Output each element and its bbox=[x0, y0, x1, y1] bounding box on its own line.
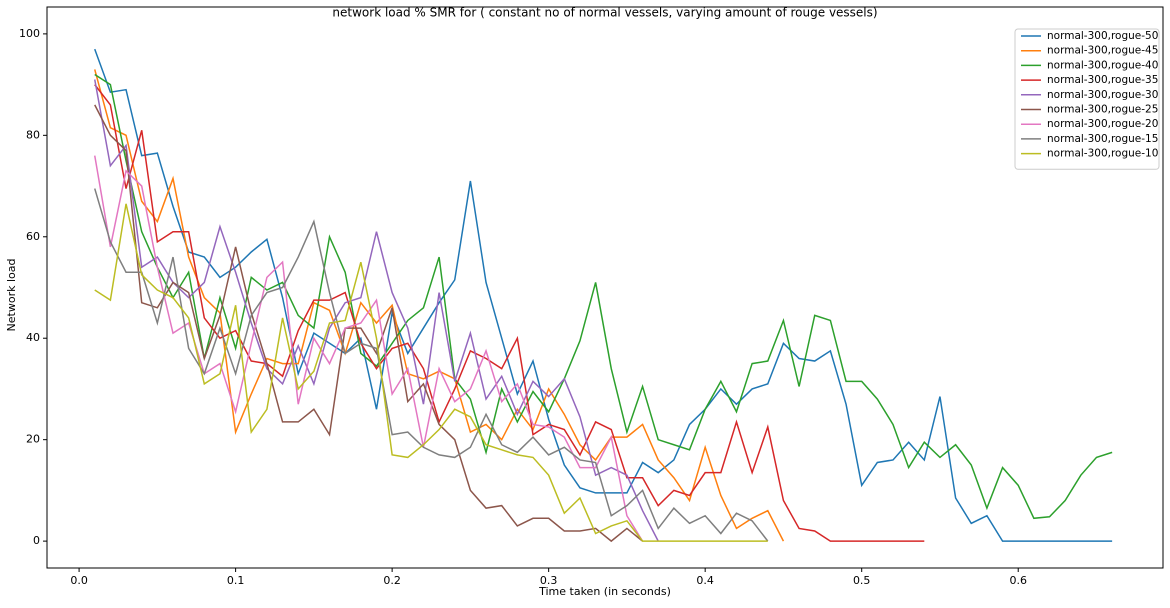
legend-label: normal-300,rogue-50 bbox=[1047, 30, 1158, 42]
series-line bbox=[94, 104, 644, 543]
x-tick-label: 0.0 bbox=[70, 574, 88, 587]
x-tick-label: 0.3 bbox=[540, 574, 558, 587]
plot-frame bbox=[46, 6, 1164, 569]
x-tick-label: 0.5 bbox=[853, 574, 871, 587]
legend-label: normal-300,rogue-40 bbox=[1047, 59, 1158, 71]
x-axis-label: Time taken (in seconds) bbox=[538, 585, 671, 598]
legend-label: normal-300,rogue-45 bbox=[1047, 45, 1158, 57]
series-line bbox=[94, 79, 659, 542]
y-tick-label: 80 bbox=[26, 128, 40, 141]
y-tick-label: 20 bbox=[26, 433, 40, 446]
x-tick-label: 0.1 bbox=[227, 574, 245, 587]
legend-label: normal-300,rogue-15 bbox=[1047, 133, 1158, 145]
series-line bbox=[94, 203, 768, 542]
y-tick-label: 100 bbox=[19, 27, 40, 40]
series-line bbox=[94, 84, 925, 542]
legend-box bbox=[1014, 28, 1160, 170]
y-axis-label: Network load bbox=[5, 259, 18, 332]
legend-label: normal-300,rogue-20 bbox=[1047, 118, 1158, 130]
legend-label: normal-300,rogue-30 bbox=[1047, 89, 1158, 101]
x-tick-label: 0.4 bbox=[696, 574, 714, 587]
legend-label: normal-300,rogue-25 bbox=[1047, 104, 1158, 116]
series-line bbox=[94, 48, 1113, 542]
y-tick-label: 0 bbox=[33, 534, 40, 547]
y-tick-label: 60 bbox=[26, 230, 40, 243]
legend-label: normal-300,rogue-35 bbox=[1047, 74, 1158, 86]
series-line bbox=[94, 155, 644, 542]
x-tick-label: 0.6 bbox=[1009, 574, 1027, 587]
x-tick-label: 0.2 bbox=[383, 574, 401, 587]
y-tick-label: 40 bbox=[26, 331, 40, 344]
series-line bbox=[94, 188, 769, 542]
series-line bbox=[94, 69, 785, 542]
chart-title: network load % SMR for ( constant no of … bbox=[332, 6, 877, 20]
legend-label: normal-300,rogue-10 bbox=[1047, 148, 1158, 160]
